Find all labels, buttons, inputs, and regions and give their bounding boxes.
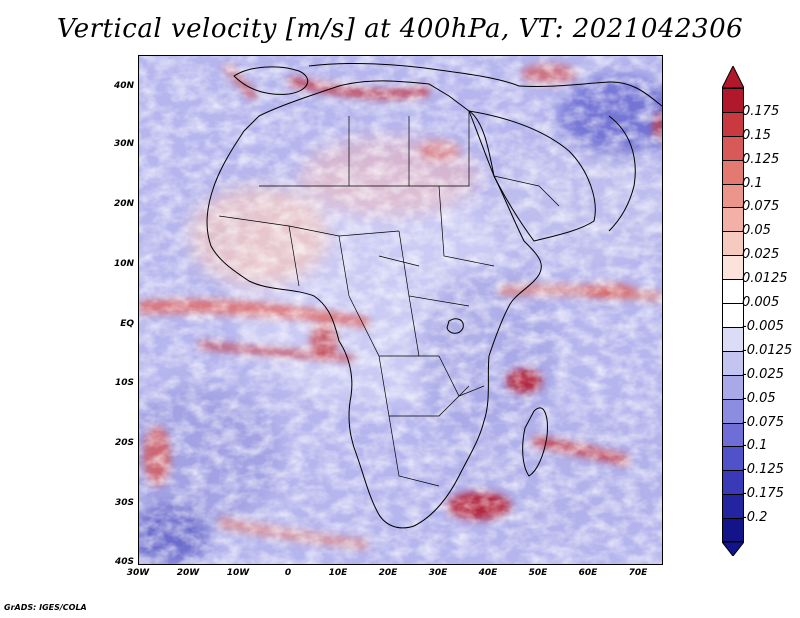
colorbar-label: -0.025	[742, 366, 784, 382]
colorbar-segment	[722, 231, 744, 256]
colorbar-segment	[722, 111, 744, 136]
colorbar-label: 0.025	[742, 247, 780, 263]
lat-label-eq: EQ	[120, 319, 134, 329]
lat-label-20s: 20S	[114, 438, 134, 448]
colorbar-label: 0.005	[742, 295, 780, 311]
footer-credit: GrADS: IGES/COLA	[4, 603, 87, 612]
colorbar-label: 0.15	[742, 127, 771, 143]
colorbar-label: -0.2	[742, 510, 768, 526]
lat-label-10s: 10S	[114, 378, 134, 388]
lon-label-30e: 30E	[428, 568, 448, 578]
colorbar-segment	[722, 326, 744, 351]
lat-label-20n: 20N	[113, 199, 134, 209]
colorbar-top-arrow	[722, 66, 744, 88]
colorbar-segment	[722, 135, 744, 160]
colorbar-label: 0.075	[742, 199, 780, 215]
colorbar-segment	[722, 88, 744, 112]
colorbar-label: -0.125	[742, 462, 784, 478]
colorbar-label: 0.1	[742, 175, 763, 191]
colorbar-segment	[722, 207, 744, 232]
colorbar-label: -0.05	[742, 390, 776, 406]
colorbar-segment	[722, 374, 744, 399]
lat-label-40s: 40S	[114, 557, 134, 567]
lat-label-10n: 10N	[113, 259, 134, 269]
colorbar-label: -0.175	[742, 486, 784, 502]
colorbar-bottom-arrow	[722, 542, 744, 556]
colorbar-label: -0.005	[742, 318, 784, 334]
country-borders	[218, 111, 560, 487]
lon-label-40e: 40E	[478, 568, 498, 578]
colorbar-segment	[722, 159, 744, 184]
lon-label-0: 0	[284, 568, 292, 578]
colorbar-label: 0.175	[742, 103, 780, 119]
colorbar-label: -0.0125	[742, 342, 793, 358]
colorbar-segment	[722, 422, 744, 447]
velocity-field-map	[139, 56, 662, 564]
lat-label-30n: 30N	[113, 139, 134, 149]
colorbar-segment	[722, 279, 744, 304]
colorbar-label: 0.0125	[742, 271, 788, 287]
lon-label-10w: 10W	[226, 568, 250, 578]
colorbar-segment	[722, 255, 744, 280]
colorbar-label: -0.075	[742, 414, 784, 430]
colorbar-segment	[722, 470, 744, 495]
lon-label-20e: 20E	[378, 568, 398, 578]
lon-label-60e: 60E	[578, 568, 598, 578]
lon-label-20w: 20W	[176, 568, 200, 578]
plot-title: Vertical velocity [m/s] at 400hPa, VT: 2…	[56, 14, 744, 44]
field-texture	[139, 56, 662, 564]
lat-label-30s: 30S	[114, 498, 134, 508]
colorbar-segment	[722, 518, 744, 542]
colorbar	[722, 88, 744, 542]
colorbar-segment	[722, 350, 744, 375]
colorbar-segment	[722, 303, 744, 327]
lon-label-50e: 50E	[528, 568, 548, 578]
colorbar-segment	[722, 398, 744, 423]
lon-label-70e: 70E	[628, 568, 648, 578]
colorbar-label: -0.1	[742, 438, 768, 454]
coastlines	[206, 62, 662, 529]
colorbar-label: 0.125	[742, 151, 780, 167]
lon-label-10e: 10E	[328, 568, 348, 578]
colorbar-label: 0.05	[742, 223, 771, 239]
lon-label-30w: 30W	[126, 568, 150, 578]
colorbar-segment	[722, 446, 744, 471]
colorbar-segment	[722, 183, 744, 208]
lat-label-40n: 40N	[113, 81, 134, 91]
map-panel	[138, 55, 663, 565]
colorbar-segment	[722, 494, 744, 519]
